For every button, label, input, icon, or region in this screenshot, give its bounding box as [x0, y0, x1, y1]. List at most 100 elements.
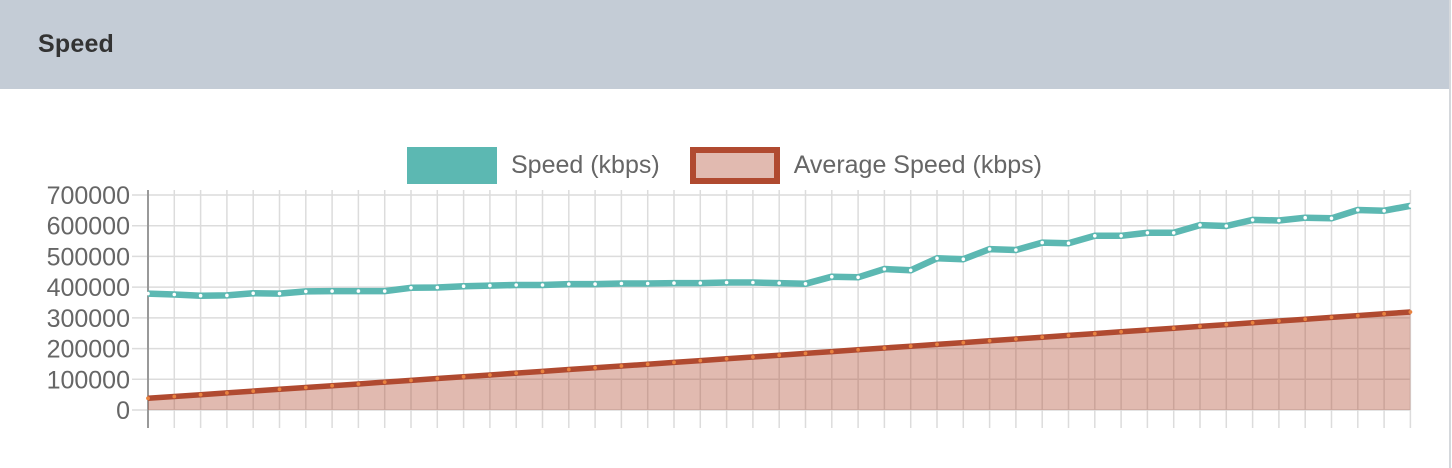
legend-label-average-speed: Average Speed (kbps) — [793, 151, 1042, 179]
legend-item-average-speed[interactable]: Average Speed (kbps) — [689, 147, 1042, 184]
speed-data-point — [251, 291, 255, 296]
speed-data-point — [1145, 231, 1150, 235]
speed-data-point — [619, 281, 624, 286]
average-speed-data-point — [225, 391, 229, 395]
panel-body: Speed (kbps) Average Speed (kbps) 0 10000… — [0, 89, 1449, 468]
speed-data-point — [1303, 215, 1307, 220]
average-speed-data-point — [1303, 317, 1308, 322]
average-speed-data-point — [540, 369, 545, 374]
average-speed-data-point — [1119, 329, 1123, 334]
average-speed-data-point — [409, 378, 413, 383]
average-speed-data-point — [303, 385, 308, 390]
speed-data-point — [882, 267, 887, 271]
speed-data-point — [672, 281, 676, 285]
average-speed-data-point — [777, 353, 782, 358]
average-speed-data-point — [488, 373, 492, 377]
speed-data-point — [698, 281, 703, 285]
average-speed-data-point — [1277, 319, 1281, 323]
average-speed-data-point — [829, 349, 834, 354]
average-speed-data-point — [751, 355, 755, 359]
average-speed-data-point — [1198, 324, 1202, 329]
speed-data-point — [1014, 248, 1018, 252]
panel-title: Speed — [38, 30, 115, 58]
speed-data-point — [435, 285, 440, 290]
speed-data-point — [330, 289, 334, 293]
legend-item-speed[interactable]: Speed (kbps) — [406, 147, 660, 184]
speed-data-point — [1119, 234, 1123, 238]
average-speed-data-point — [724, 356, 729, 361]
average-speed-data-point — [435, 376, 440, 381]
average-speed-data-point — [1250, 320, 1255, 325]
y-axis-tick-label: 100000 — [47, 366, 130, 394]
legend-label-speed: Speed (kbps) — [510, 151, 660, 179]
y-axis-tick-label: 600000 — [47, 213, 130, 241]
average-speed-data-point — [987, 338, 992, 343]
average-speed-data-point — [1224, 322, 1229, 327]
average-speed-data-point — [856, 347, 860, 352]
average-speed-data-point — [1092, 331, 1097, 336]
average-speed-data-point — [1171, 326, 1176, 331]
speed-data-point — [488, 283, 492, 288]
average-speed-data-point — [461, 374, 466, 379]
average-speed-data-point — [1355, 313, 1360, 318]
speed-data-point — [645, 281, 650, 286]
average-speed-data-point — [382, 380, 387, 384]
average-speed-data-point — [698, 358, 703, 363]
y-axis-tick-label: 200000 — [47, 336, 130, 364]
speed-data-point — [198, 293, 203, 298]
average-speed-data-point — [619, 364, 624, 368]
speed-data-point — [724, 280, 729, 285]
speed-data-point — [1329, 216, 1334, 221]
average-speed-data-point — [672, 360, 676, 365]
speed-data-point — [1224, 224, 1229, 228]
speed-data-point — [1171, 231, 1176, 235]
average-speed-data-point — [882, 346, 887, 350]
y-axis-tick-label: 400000 — [47, 274, 130, 302]
average-speed-data-point — [146, 396, 150, 401]
speed-data-point — [908, 268, 913, 273]
speed-data-point — [382, 289, 387, 293]
average-speed-data-point — [1145, 328, 1150, 332]
average-speed-data-point — [514, 371, 519, 375]
average-speed-data-point — [593, 365, 597, 370]
average-speed-data-point — [1066, 333, 1071, 338]
speed-data-point — [1277, 218, 1281, 223]
average-speed-series-area — [148, 312, 1411, 410]
average-speed-data-point — [803, 351, 808, 356]
average-speed-data-point — [277, 387, 282, 392]
speed-data-point — [935, 256, 939, 261]
speed-data-point — [1066, 241, 1071, 245]
speed-data-point — [987, 247, 992, 251]
speed-data-point — [1382, 208, 1386, 213]
speed-data-point — [777, 281, 781, 285]
average-speed-data-point — [356, 382, 361, 386]
chart-legend: Speed (kbps) Average Speed (kbps) — [0, 147, 1449, 184]
average-speed-data-point — [172, 394, 177, 399]
speed-data-point — [856, 275, 860, 280]
speed-data-point — [1250, 218, 1255, 222]
speed-data-point — [277, 291, 282, 296]
speed-data-point — [1356, 208, 1360, 212]
speed-data-point — [593, 282, 597, 286]
y-axis-tick-label: 500000 — [47, 243, 130, 271]
y-axis-tick-label: 700000 — [47, 185, 130, 210]
speed-data-point — [514, 283, 518, 287]
speed-data-point — [461, 284, 466, 289]
speed-data-point — [1198, 223, 1202, 227]
speed-data-point — [540, 283, 545, 287]
speed-data-point — [1040, 240, 1044, 245]
speed-data-point — [751, 280, 755, 285]
average-speed-data-point — [566, 367, 571, 372]
average-speed-data-point — [1329, 315, 1334, 320]
speed-data-point — [172, 292, 177, 297]
average-speed-data-point — [198, 392, 203, 397]
panel-header: Speed — [0, 0, 1449, 89]
speed-data-point — [409, 286, 413, 290]
speed-data-point — [225, 293, 229, 298]
average-speed-data-point — [645, 362, 650, 367]
average-speed-data-point — [251, 389, 256, 393]
speed-data-point — [567, 282, 571, 286]
average-speed-data-point — [961, 340, 966, 345]
